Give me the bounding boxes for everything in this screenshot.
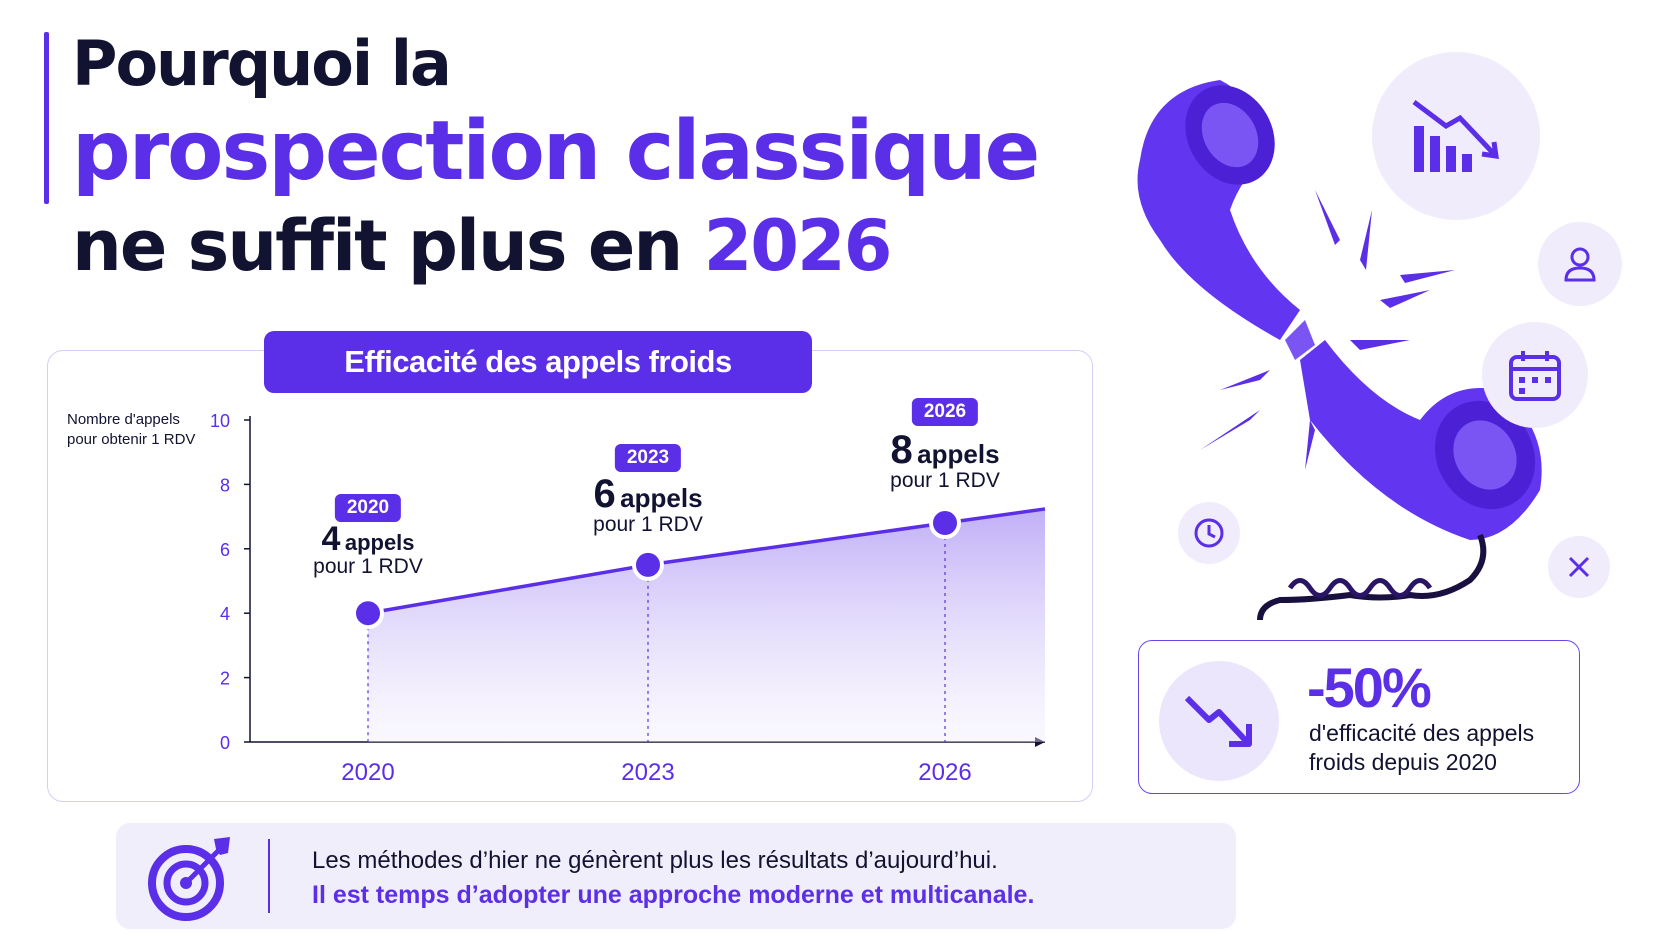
footer-line-1: Les méthodes d’hier ne génèrent plus les… <box>312 847 998 874</box>
data-point <box>632 548 664 581</box>
stat-value: -50% <box>1307 656 1432 719</box>
y-tick-label: 6 <box>220 540 230 560</box>
title-line-1: Pourquoi la <box>72 27 452 100</box>
close-icon <box>1548 536 1610 598</box>
title-line-2: prospection classique <box>72 104 1040 199</box>
title-line-3-prefix: ne suffit plus en <box>72 205 704 287</box>
title-line-3: ne suffit plus en 2026 <box>72 200 1038 292</box>
annotation-2020-sub: pour 1 RDV <box>313 555 423 578</box>
x-tick-label: 2023 <box>621 759 674 786</box>
y-tick-label: 10 <box>210 411 230 431</box>
broken-phone-icon <box>1137 80 1542 621</box>
stat-description: d'efficacité des appels froids depuis 20… <box>1309 720 1535 775</box>
annotation-2026-badge: 2026 <box>911 398 979 426</box>
y-tick-label: 2 <box>220 669 230 689</box>
annotation-2023-badge: 2023 <box>614 444 682 472</box>
annotation-2023-unit: appels <box>620 483 703 513</box>
annotation-2023-number: 6 <box>593 472 616 516</box>
annotation-2023-sub: pour 1 RDV <box>593 513 703 536</box>
title-year: 2026 <box>703 205 893 287</box>
annotation-2020-number: 4 <box>321 520 341 558</box>
trend-down-icon <box>1159 661 1279 781</box>
footer-divider <box>268 839 270 913</box>
annotation-2020-unit: appels <box>344 530 415 555</box>
chart-title: Efficacité des appels froids <box>264 331 812 393</box>
annotation-2020: 4 appels pour 1 RDV <box>313 520 423 579</box>
y-tick-label: 0 <box>220 733 230 753</box>
user-icon <box>1538 222 1622 306</box>
chart-down-icon <box>1372 52 1540 220</box>
calendar-icon <box>1482 322 1588 428</box>
target-icon <box>148 837 230 921</box>
x-tick-label: 2020 <box>341 759 394 786</box>
footer-banner: Les méthodes d’hier ne génèrent plus les… <box>116 823 1236 929</box>
series-line <box>367 507 1046 615</box>
annotation-2026-number: 8 <box>890 428 913 472</box>
annotation-2020-badge: 2020 <box>334 494 402 522</box>
area-fill <box>368 508 1045 742</box>
footer-line-2: Il est temps d’adopter une approche mode… <box>312 881 1035 909</box>
title-accent-bar <box>44 32 49 204</box>
annotation-2023: 6 appels pour 1 RDV <box>593 472 703 537</box>
annotation-2026-sub: pour 1 RDV <box>890 469 1000 492</box>
clock-icon <box>1178 502 1240 564</box>
data-point <box>352 597 384 630</box>
x-tick-label: 2026 <box>918 759 971 786</box>
page-title: Pourquoi la prospection classique ne suf… <box>72 24 1040 292</box>
annotation-2026-unit: appels <box>917 439 1000 469</box>
annotation-2026: 8 appels pour 1 RDV <box>890 428 1000 493</box>
stat-card: -50% d'efficacité des appels froids depu… <box>1138 640 1580 794</box>
data-point <box>929 507 961 540</box>
chart-svg: 0 2 4 6 8 10 2020 2023 2026 <box>210 411 1046 786</box>
y-tick-label: 4 <box>220 604 230 624</box>
y-tick-label: 8 <box>220 475 230 495</box>
y-axis-label: Nombre d'appels pour obtenir 1 RDV <box>67 411 196 448</box>
